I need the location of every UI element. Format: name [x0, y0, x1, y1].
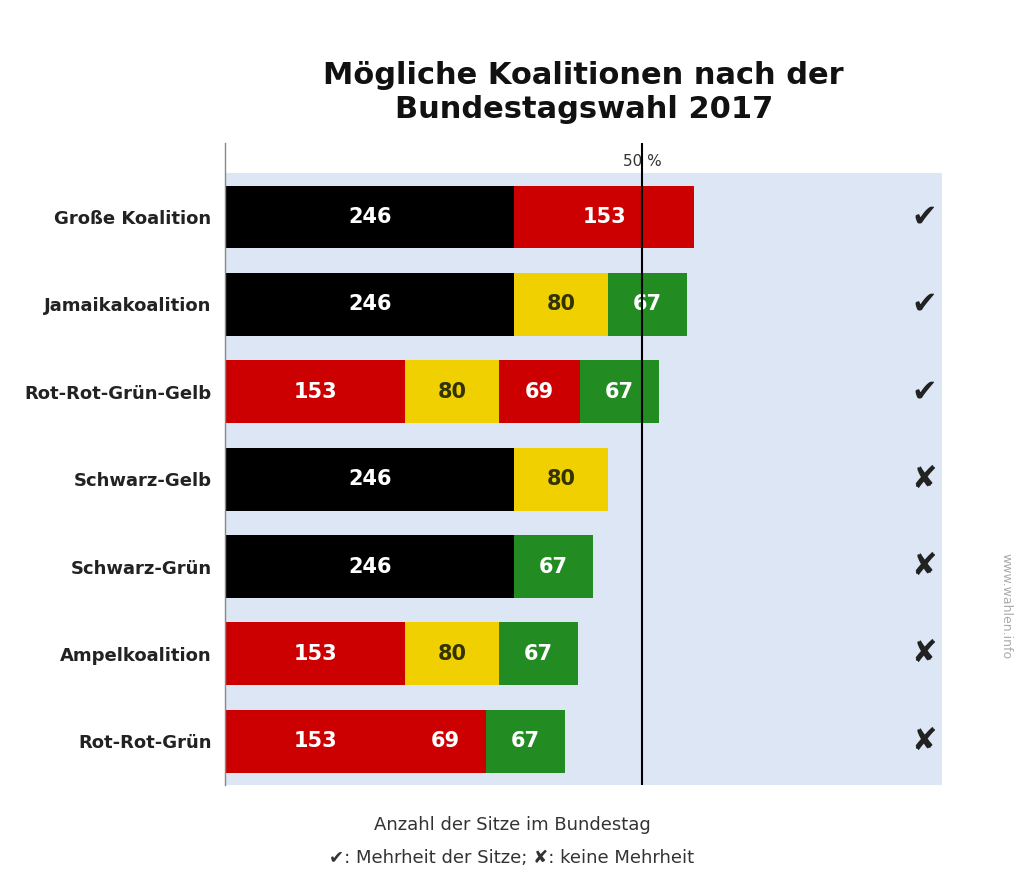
Text: 153: 153 [293, 731, 337, 751]
Text: 153: 153 [293, 382, 337, 401]
Bar [581, 360, 658, 423]
Bar [225, 360, 406, 423]
Text: ✔: ✔ [911, 377, 937, 406]
Text: 69: 69 [431, 731, 460, 751]
Bar [499, 623, 578, 685]
Text: 246: 246 [348, 207, 391, 227]
Bar [225, 348, 942, 435]
Text: 246: 246 [348, 469, 391, 489]
Bar [225, 435, 942, 523]
Title: Mögliche Koalitionen nach der
Bundestagswahl 2017: Mögliche Koalitionen nach der Bundestags… [324, 62, 844, 124]
Text: 80: 80 [437, 382, 467, 401]
Bar [406, 360, 499, 423]
Bar [225, 698, 942, 785]
Text: 80: 80 [547, 469, 575, 489]
Text: 67: 67 [605, 382, 634, 401]
Bar [225, 523, 942, 610]
Bar [225, 260, 942, 348]
Text: ✔: ✔ [911, 290, 937, 318]
Text: ✔: Mehrheit der Sitze; ✘: keine Mehrheit: ✔: Mehrheit der Sitze; ✘: keine Mehrheit [330, 849, 694, 867]
Text: 50 %: 50 % [623, 154, 662, 169]
Text: 80: 80 [547, 294, 575, 314]
Bar [225, 186, 514, 249]
Text: 153: 153 [293, 644, 337, 664]
Text: 153: 153 [583, 207, 626, 227]
Text: 67: 67 [511, 731, 540, 751]
Bar [608, 273, 687, 335]
Bar [225, 610, 942, 698]
Bar [225, 173, 942, 260]
Text: ✔: ✔ [911, 202, 937, 232]
Text: ✘: ✘ [911, 727, 937, 756]
Bar [514, 186, 694, 249]
Text: 80: 80 [437, 644, 467, 664]
Bar [514, 448, 608, 510]
Text: 69: 69 [525, 382, 554, 401]
Bar [406, 623, 499, 685]
Bar [514, 273, 608, 335]
Bar [225, 273, 514, 335]
Text: 67: 67 [633, 294, 663, 314]
Text: 246: 246 [348, 557, 391, 576]
Text: 246: 246 [348, 294, 391, 314]
Bar [514, 535, 593, 598]
Text: 67: 67 [540, 557, 568, 576]
Text: ✘: ✘ [911, 465, 937, 493]
Bar [499, 360, 581, 423]
Text: 67: 67 [524, 644, 553, 664]
Bar [225, 535, 514, 598]
Bar [486, 710, 565, 772]
Text: ✘: ✘ [911, 640, 937, 668]
Bar [225, 448, 514, 510]
Bar [406, 710, 486, 772]
Text: ✘: ✘ [911, 552, 937, 581]
Bar [225, 710, 406, 772]
Text: www.wahlen.info: www.wahlen.info [999, 554, 1012, 659]
Bar [225, 623, 406, 685]
Text: Anzahl der Sitze im Bundestag: Anzahl der Sitze im Bundestag [374, 816, 650, 834]
